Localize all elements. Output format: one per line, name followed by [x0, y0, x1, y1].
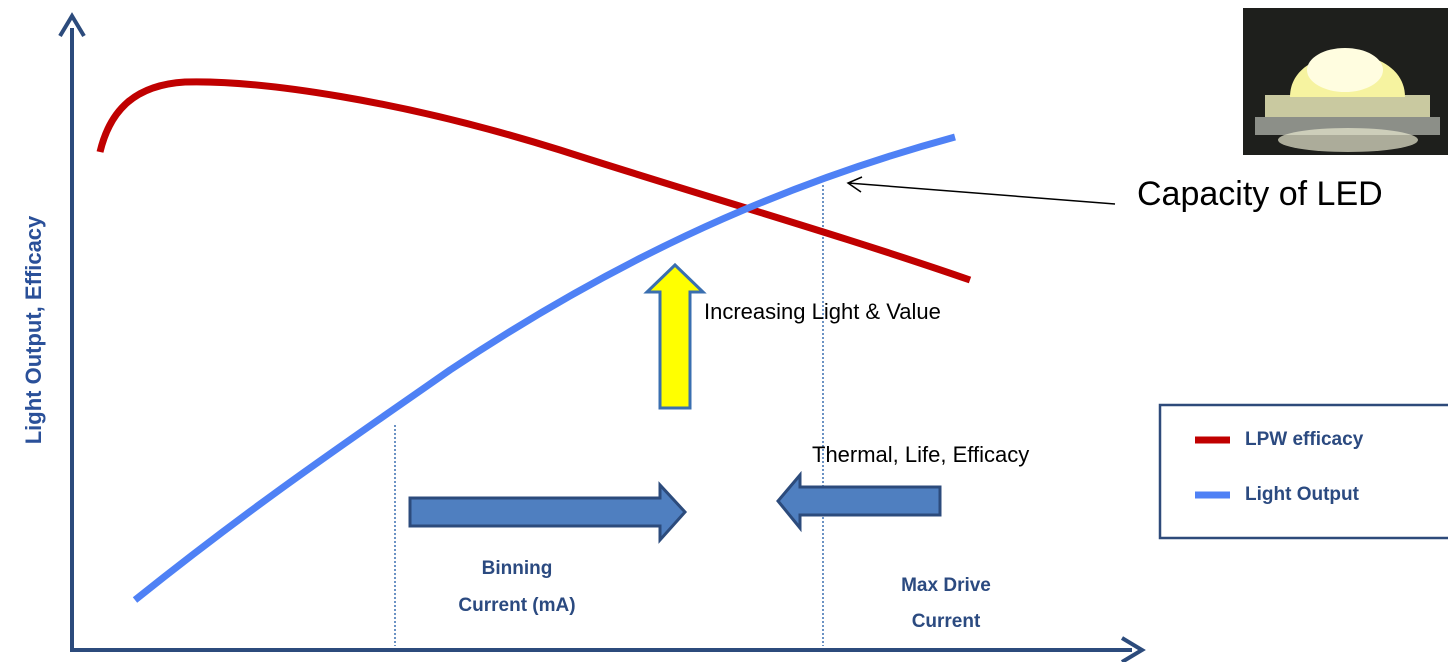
y-axis-arrow	[58, 12, 86, 38]
pointer	[847, 182, 1116, 205]
binning-label: Binning	[482, 558, 553, 579]
pointer-head	[846, 176, 863, 193]
led-photo	[1243, 8, 1448, 155]
max-drive-label: Current	[912, 611, 981, 632]
light-output-curve	[132, 133, 956, 603]
increase-arrow	[643, 262, 707, 410]
binning-label: Current (mA)	[458, 595, 575, 616]
legend-label: LPW efficacy	[1245, 429, 1364, 450]
y-axis-label: Light Output, Efficacy	[21, 215, 46, 444]
thermal-arrow	[776, 470, 942, 533]
efficacy-curve	[96, 78, 972, 284]
legend-box	[1158, 403, 1448, 540]
legend: LPW efficacy Light Output	[1195, 429, 1364, 505]
binning-arrow	[408, 481, 688, 544]
max-drive-label: Max Drive	[901, 575, 991, 596]
capacity-label: Capacity of LED	[1137, 175, 1383, 213]
legend-label: Light Output	[1245, 484, 1360, 505]
x-axis-arrow	[1120, 636, 1146, 662]
thermal-label: Thermal, Life, Efficacy	[812, 442, 1029, 467]
increase-label: Increasing Light & Value	[704, 299, 941, 324]
